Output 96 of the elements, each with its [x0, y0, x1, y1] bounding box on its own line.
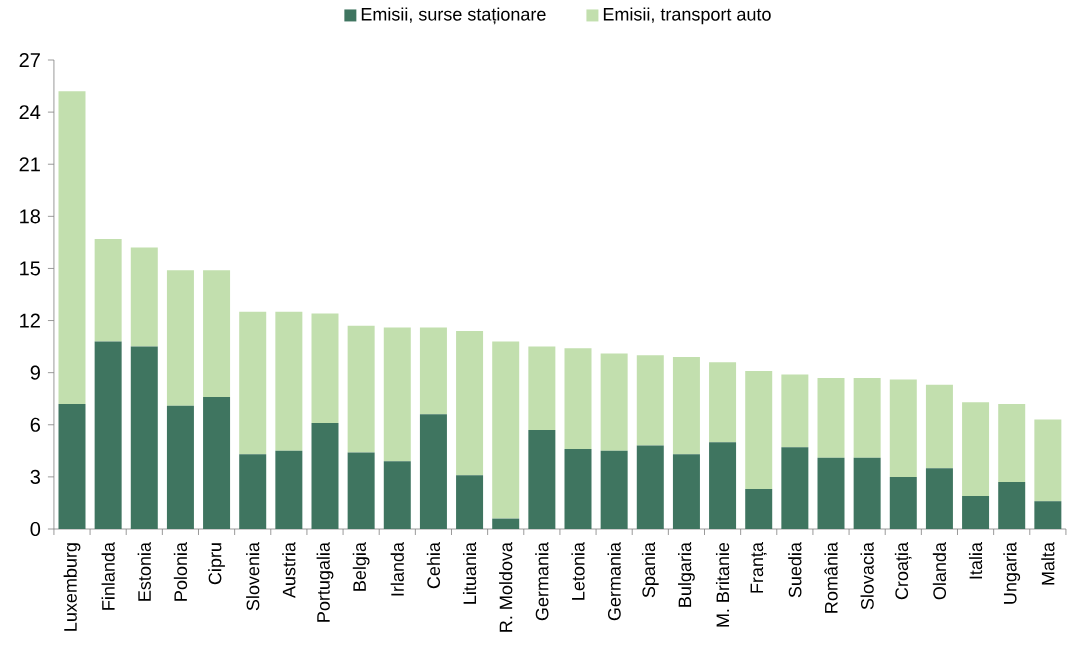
bar — [456, 330, 484, 476]
bar — [492, 518, 520, 529]
x-tick-label: Suedia — [788, 542, 802, 598]
bar — [1034, 501, 1062, 529]
y-tick-label: 24 — [19, 105, 41, 120]
x-tick-label: Irlanda — [390, 542, 404, 596]
x-tick-label: Belgia — [352, 542, 370, 591]
x-tick-label: Slovacia — [860, 542, 874, 610]
y-tick-label: 18 — [20, 209, 40, 224]
bar — [709, 362, 737, 443]
bar — [1034, 419, 1062, 502]
bar — [166, 270, 194, 406]
bar — [564, 449, 592, 529]
bar — [130, 247, 158, 347]
x-tick-label: Malta — [1041, 542, 1055, 585]
bar — [166, 405, 194, 529]
bar — [853, 457, 881, 529]
x-tick-label: Lituania — [462, 542, 477, 604]
y-tick-label: 12 — [20, 313, 40, 328]
bar — [998, 403, 1026, 483]
x-tick-label: Slovenia — [246, 542, 260, 611]
y-tick-label: 21 — [19, 157, 40, 172]
bar — [962, 496, 990, 529]
bar — [203, 270, 231, 397]
bar — [600, 450, 628, 529]
x-tick-label: Luxemburg — [63, 543, 81, 631]
x-tick-label: Cipru — [208, 543, 225, 585]
bar — [419, 414, 447, 529]
x-tick-label: Letonia — [571, 542, 585, 600]
x-tick-label: Italia — [968, 542, 983, 579]
bar — [275, 450, 303, 529]
bar — [853, 377, 881, 458]
x-tick-label: Ungaria — [1003, 542, 1021, 604]
x-tick-label: Finlanda — [101, 542, 115, 610]
x-tick-label: România — [824, 542, 838, 613]
bar — [456, 475, 484, 529]
bar — [94, 341, 122, 529]
bar — [925, 384, 953, 469]
bar — [636, 355, 664, 446]
bar — [419, 327, 447, 415]
x-tick-label: M. Britanie — [715, 542, 730, 627]
bar — [58, 91, 86, 404]
bar — [817, 457, 845, 529]
bar — [383, 461, 411, 529]
bar — [817, 377, 845, 458]
bar — [347, 452, 375, 529]
x-tick-label: Cehia — [426, 542, 441, 589]
bar — [311, 313, 339, 424]
legend-label: Emisii, surse staționare — [361, 7, 546, 25]
bar — [94, 238, 122, 342]
bar — [709, 442, 737, 529]
x-tick-label: Spania — [641, 542, 659, 598]
bar — [925, 468, 953, 529]
x-tick-label: Estonia — [137, 542, 151, 601]
bar — [672, 357, 700, 455]
bar — [745, 489, 773, 529]
bar — [745, 370, 773, 490]
bar — [347, 325, 375, 453]
bar — [672, 454, 700, 529]
x-tick-label: Polonia — [173, 542, 188, 601]
bar — [528, 429, 556, 529]
bar — [492, 341, 520, 519]
y-tick-label: 3 — [30, 469, 40, 484]
y-tick-label: 6 — [30, 417, 40, 432]
bar — [636, 445, 664, 529]
bar — [889, 476, 917, 529]
bar — [998, 482, 1026, 529]
legend-label: Emisii, transport auto — [603, 7, 771, 25]
x-tick-label: Germania — [535, 542, 549, 621]
bar — [383, 327, 411, 462]
x-tick-label: Franța — [750, 542, 767, 593]
y-tick-label: 27 — [19, 53, 40, 67]
x-tick-label: Croația — [894, 542, 912, 600]
bar — [528, 346, 556, 430]
bar — [203, 396, 231, 529]
bar — [889, 379, 917, 477]
y-tick-label: 9 — [30, 365, 40, 380]
bar — [962, 402, 990, 496]
bar — [600, 353, 628, 451]
y-tick-label: 15 — [20, 261, 41, 276]
bar — [781, 447, 809, 529]
y-tick-label: 0 — [30, 521, 41, 537]
x-tick-label: R. Moldova — [499, 542, 513, 632]
bar — [781, 374, 809, 448]
x-tick-label: Olanda — [932, 542, 947, 600]
x-tick-label: Germania — [607, 542, 621, 621]
x-tick-label: Portugalia — [316, 542, 334, 622]
bar — [311, 423, 339, 529]
bar — [130, 346, 158, 529]
bar — [239, 454, 267, 529]
x-tick-label: Austria — [282, 542, 296, 599]
bar — [564, 348, 592, 450]
x-tick-label: Bulgaria — [678, 542, 695, 607]
bar — [239, 311, 267, 455]
bar — [275, 311, 303, 451]
bar — [58, 403, 86, 529]
